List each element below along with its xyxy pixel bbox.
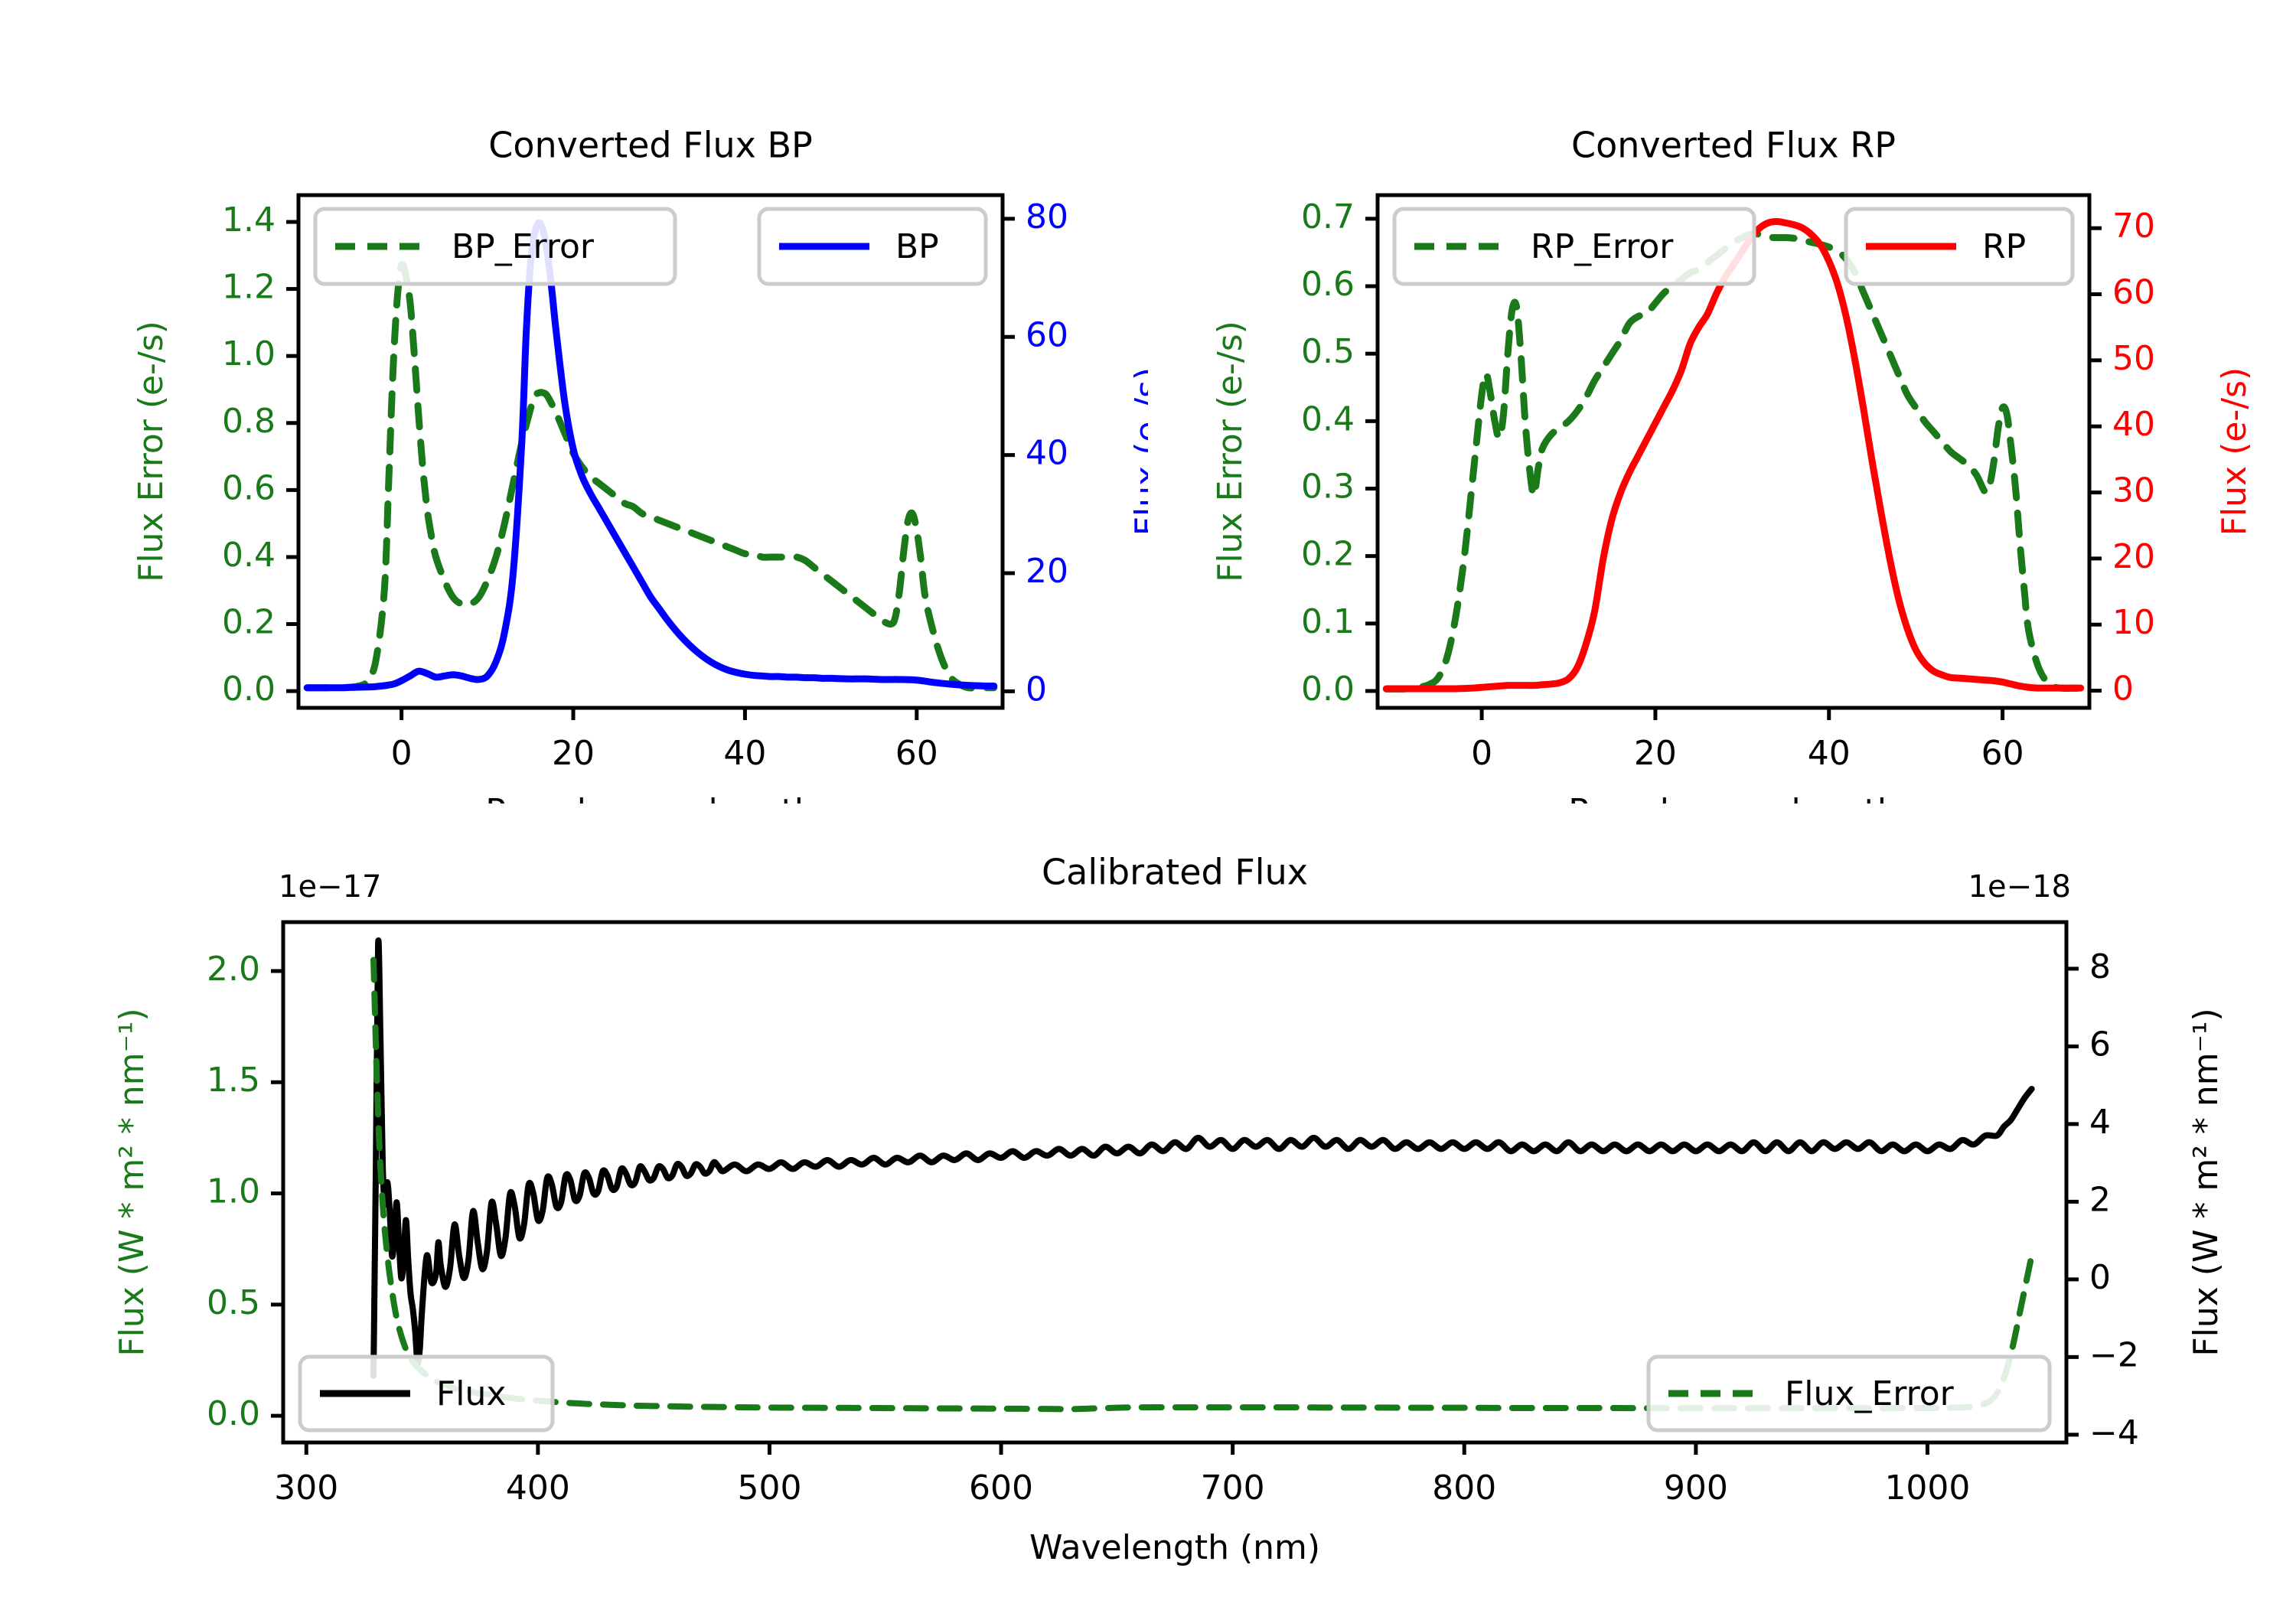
cal-offset-left: 1e−17	[279, 869, 381, 905]
svg-rp-ytick-left-label: 0.3	[1301, 467, 1355, 506]
cal-ytick-left-label: 1.5	[207, 1061, 260, 1100]
svg-bp-legend-signal: BP	[757, 207, 988, 286]
cal-ylabel-left: Flux (W * m² * nm⁻¹)	[113, 1008, 152, 1356]
svg-rp-ytick-right-label: 40	[2112, 405, 2155, 444]
svg-bp-xtick-label: 20	[552, 734, 595, 773]
svg-rp-ytick-right-label: 70	[2112, 207, 2155, 246]
cal-xtick-label: 400	[506, 1468, 570, 1508]
cal-ylabel-right: Flux (W * m² * nm⁻¹)	[2187, 1008, 2226, 1356]
svg-rp-ylabel-left: Flux Error (e-/s)	[1211, 321, 1250, 582]
svg-bp-legend-signal-label: BP	[895, 227, 939, 266]
cal-title: Calibrated Flux	[1042, 852, 1308, 893]
svg-bp-series-bp	[303, 219, 998, 692]
svg-rp-title: Converted Flux RP	[1571, 125, 1896, 166]
calibrated-plot-svg: Calibrated Flux 1e−17 1e−18 300 400 500 600 700…	[113, 852, 2226, 1568]
svg-bp-xtick-label: 40	[723, 734, 766, 773]
cal-xtick-label: 500	[737, 1468, 801, 1508]
svg-bp-ytick-left-label: 0.6	[222, 468, 276, 507]
svg-rp-xtick-label: 0	[1471, 734, 1492, 773]
svg-bp-ytick-right-label: 0	[1026, 670, 1047, 709]
svg-rp-axes-frame	[1375, 193, 2092, 710]
cal-series-flux	[370, 937, 2035, 1379]
svg-rp-ytick-right-label: 30	[2112, 471, 2155, 510]
svg-bp-ytick-left-label: 0.4	[222, 536, 276, 575]
svg-bp-ytick-right-label: 60	[1026, 315, 1068, 354]
cal-legend-flux: Flux	[298, 1354, 555, 1433]
svg-bp-legend-error-label: BP_Error	[452, 227, 595, 266]
svg-rp-ylabel-right: Flux (e-/s)	[2215, 367, 2254, 536]
svg-rp-ytick-left-label: 0.5	[1301, 332, 1355, 371]
svg-rp-ytick-left-label: 0.7	[1301, 197, 1355, 236]
svg-bp-ytick-left-label: 0.0	[222, 670, 276, 709]
cal-series-flux_error	[370, 957, 2035, 1413]
svg-rp-series-rp	[1382, 218, 2085, 693]
cal-ytick-right-label: −2	[2089, 1335, 2139, 1374]
svg-bp-ytick-left-label: 0.8	[222, 402, 276, 441]
svg-rp-xtick-label: 40	[1808, 734, 1851, 773]
svg-rp-xtick-label: 60	[1981, 734, 2024, 773]
panel-converted-flux-bp: Converted Flux BP 0 20 40 60 Pseudo-wavelengt…	[0, 0, 1148, 804]
cal-ytick-right-label: 6	[2089, 1025, 2111, 1064]
svg-rp-ytick-left-label: 0.6	[1301, 265, 1355, 304]
cal-xtick-label: 900	[1664, 1468, 1728, 1508]
cal-xtick-label: 300	[274, 1468, 338, 1508]
svg-rp-ytick-right-label: 50	[2112, 339, 2155, 378]
cal-ytick-left-label: 2.0	[207, 950, 260, 989]
svg-bp-ytick-right-label: 20	[1026, 552, 1068, 591]
svg-rp-ytick-left-label: 0.2	[1301, 535, 1355, 574]
cal-ytick-right-label: 2	[2089, 1180, 2111, 1219]
cal-ytick-left-label: 1.0	[207, 1172, 260, 1211]
cal-legend-flux-label: Flux	[436, 1374, 506, 1413]
cal-xtick-label: 800	[1432, 1468, 1496, 1508]
svg-bp-xlabel: Pseudo-wavelength	[485, 792, 816, 804]
svg-bp-axes-frame	[296, 193, 1005, 710]
cal-ytick-right-label: 8	[2089, 947, 2111, 986]
svg-rp-ytick-right-label: 20	[2112, 537, 2155, 576]
svg-rp-ytick-left-label: 0.4	[1301, 399, 1355, 438]
svg-bp-xtick-label: 0	[391, 734, 413, 773]
cal-ytick-right-label: −4	[2089, 1413, 2139, 1452]
svg-bp-xtick-label: 60	[895, 734, 938, 773]
svg-rp-legend-signal-label: RP	[1982, 227, 2026, 266]
cal-axes-frame	[281, 920, 2069, 1445]
svg-bp-ytick-left-label: 1.4	[222, 200, 276, 240]
cal-ytick-left-label: 0.5	[207, 1283, 260, 1322]
svg-bp-legend-error: BP_Error	[313, 207, 677, 286]
panel-calibrated-flux: Calibrated Flux 1e−17 1e−18 300 400 500 600 700…	[0, 804, 2296, 1607]
svg-rp-xtick-label: 20	[1634, 734, 1677, 773]
svg-bp-ytick-right-label: 80	[1026, 197, 1068, 236]
svg-rp-ytick-left-label: 0.0	[1301, 670, 1355, 709]
svg-rp-ytick-left-label: 0.1	[1301, 602, 1355, 641]
svg-bp-ylabel-left: Flux Error (e-/s)	[132, 321, 171, 582]
svg-bp-title: Converted Flux BP	[488, 125, 813, 166]
svg-bp-ylabel-right: Flux (e-/s)	[1128, 367, 1148, 536]
rp-plot-svg: Converted Flux RP 0 20 40 60 Pseudo-wavelengt…	[1211, 125, 2254, 804]
svg-bp-ytick-left-label: 1.2	[222, 268, 276, 307]
svg-rp-xlabel: Pseudo-wavelength	[1568, 792, 1899, 804]
cal-ytick-left-label: 0.0	[207, 1394, 260, 1433]
svg-rp-legend-error: RP_Error	[1392, 207, 1756, 286]
svg-rp-legend-signal: RP	[1844, 207, 2075, 286]
svg-bp-ytick-right-label: 40	[1026, 434, 1068, 473]
cal-legend-flux-error: Flux_Error	[1646, 1354, 2052, 1433]
cal-xtick-label: 700	[1201, 1468, 1265, 1508]
cal-xtick-label: 600	[969, 1468, 1033, 1508]
cal-ytick-right-label: 0	[2089, 1258, 2111, 1297]
svg-bp-series-bp_error	[303, 261, 998, 692]
bp-plot-svg: Converted Flux BP 0 20 40 60 Pseudo-wavelengt…	[132, 125, 1148, 804]
svg-rp-legend-error-label: RP_Error	[1531, 227, 1674, 266]
svg-rp-series-rp_error	[1382, 230, 2085, 693]
svg-rp-ytick-right-label: 60	[2112, 273, 2155, 312]
cal-xlabel: Wavelength (nm)	[1029, 1528, 1320, 1567]
cal-offset-right: 1e−18	[1968, 869, 2071, 905]
cal-legend-flux-error-label: Flux_Error	[1785, 1374, 1955, 1413]
panel-converted-flux-rp: Converted Flux RP 0 20 40 60 Pseudo-wavelengt…	[1148, 0, 2296, 804]
svg-bp-ytick-left-label: 1.0	[222, 334, 276, 373]
svg-rp-ytick-right-label: 10	[2112, 603, 2155, 642]
svg-rp-ytick-right-label: 0	[2112, 670, 2134, 709]
cal-ytick-right-label: 4	[2089, 1103, 2111, 1142]
cal-xtick-label: 1000	[1884, 1468, 1970, 1508]
svg-bp-ytick-left-label: 0.2	[222, 603, 276, 642]
